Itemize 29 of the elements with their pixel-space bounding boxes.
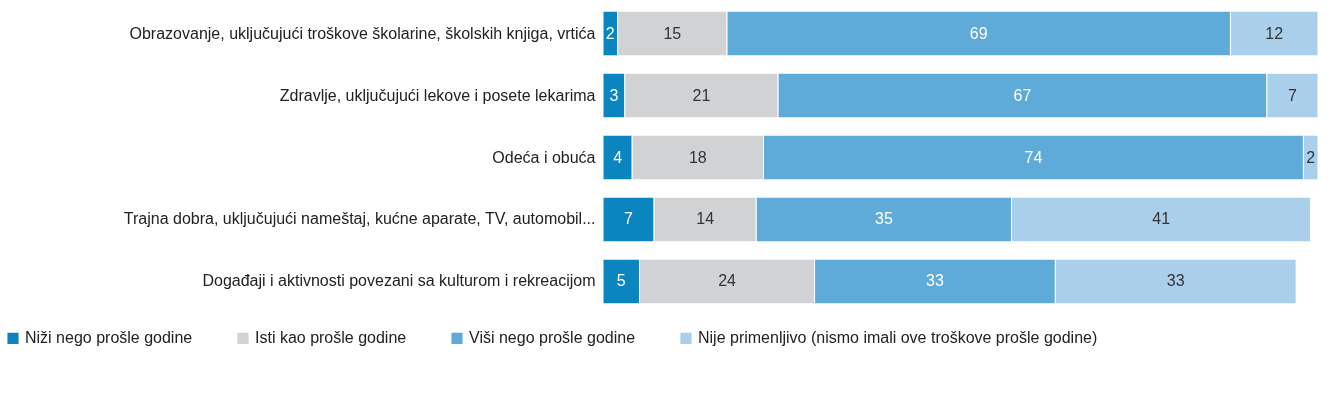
data-label: 14 bbox=[696, 210, 715, 228]
data-label: 2 bbox=[1306, 148, 1316, 166]
data-label: 5 bbox=[616, 272, 626, 290]
legend-label: Niži nego prošle godine bbox=[25, 329, 193, 347]
data-label: 74 bbox=[1024, 148, 1043, 166]
legend-label: Isti kao prošle godine bbox=[255, 329, 407, 347]
data-label: 69 bbox=[969, 24, 988, 42]
legend-label: Viši nego prošle godine bbox=[469, 329, 636, 347]
data-label: 15 bbox=[663, 24, 682, 42]
y-tick-label: Zdravlje, uključujući lekove i posete lekarima bbox=[279, 86, 596, 104]
data-label: 3 bbox=[609, 86, 619, 104]
data-label: 33 bbox=[926, 272, 944, 290]
data-label: 12 bbox=[1265, 24, 1284, 42]
y-tick-label: Odeća i obuća bbox=[492, 148, 596, 166]
data-label: 41 bbox=[1152, 210, 1171, 228]
data-label: 7 bbox=[624, 210, 634, 228]
data-label: 35 bbox=[874, 210, 893, 228]
data-label: 33 bbox=[1166, 272, 1185, 290]
data-label: 7 bbox=[1288, 86, 1298, 104]
data-label: 18 bbox=[688, 148, 707, 166]
data-label: 21 bbox=[692, 86, 711, 104]
y-tick-label: Događaji i aktivnosti povezani sa kulturom i rekreacijom bbox=[202, 272, 596, 290]
data-label: 4 bbox=[613, 148, 623, 166]
data-label: 24 bbox=[718, 272, 737, 290]
y-tick-label: Trajna dobra, uključujući nameštaj, kućne aparate, TV, automobil... bbox=[123, 210, 596, 228]
y-tick-label: Obrazovanje, uključujući troškove školarine, školskih knjiga, vrtića bbox=[129, 24, 596, 42]
data-label: 67 bbox=[1013, 86, 1032, 104]
legend-label: Nije primenljivo (nismo imali ove troškove prošle godine) bbox=[698, 329, 1098, 347]
data-label: 2 bbox=[605, 24, 615, 42]
